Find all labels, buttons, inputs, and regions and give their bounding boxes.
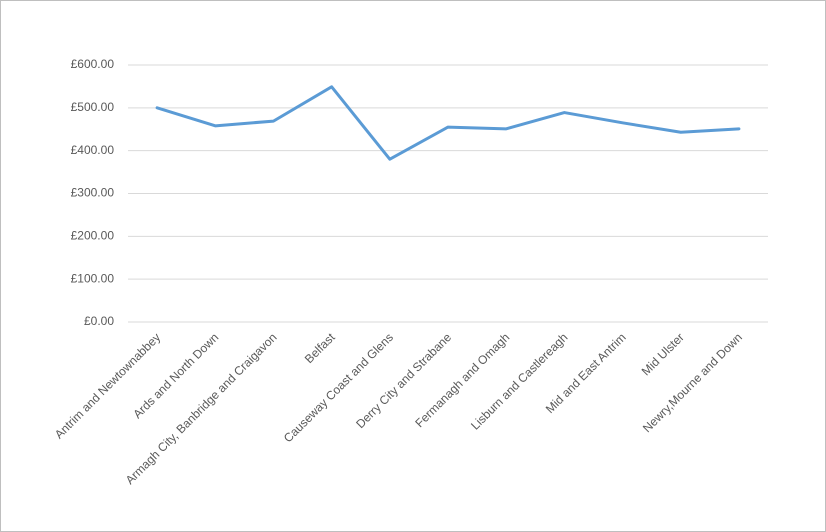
y-tick-label: £600.00: [71, 57, 115, 71]
data-line: [155, 85, 741, 161]
y-tick-label: £200.00: [71, 229, 115, 243]
y-tick-label: £0.00: [84, 314, 114, 328]
y-tick-label: £500.00: [71, 100, 115, 114]
y-tick-label: £300.00: [71, 186, 115, 200]
y-tick-label: £400.00: [71, 143, 115, 157]
y-tick-label: £100.00: [71, 271, 115, 285]
